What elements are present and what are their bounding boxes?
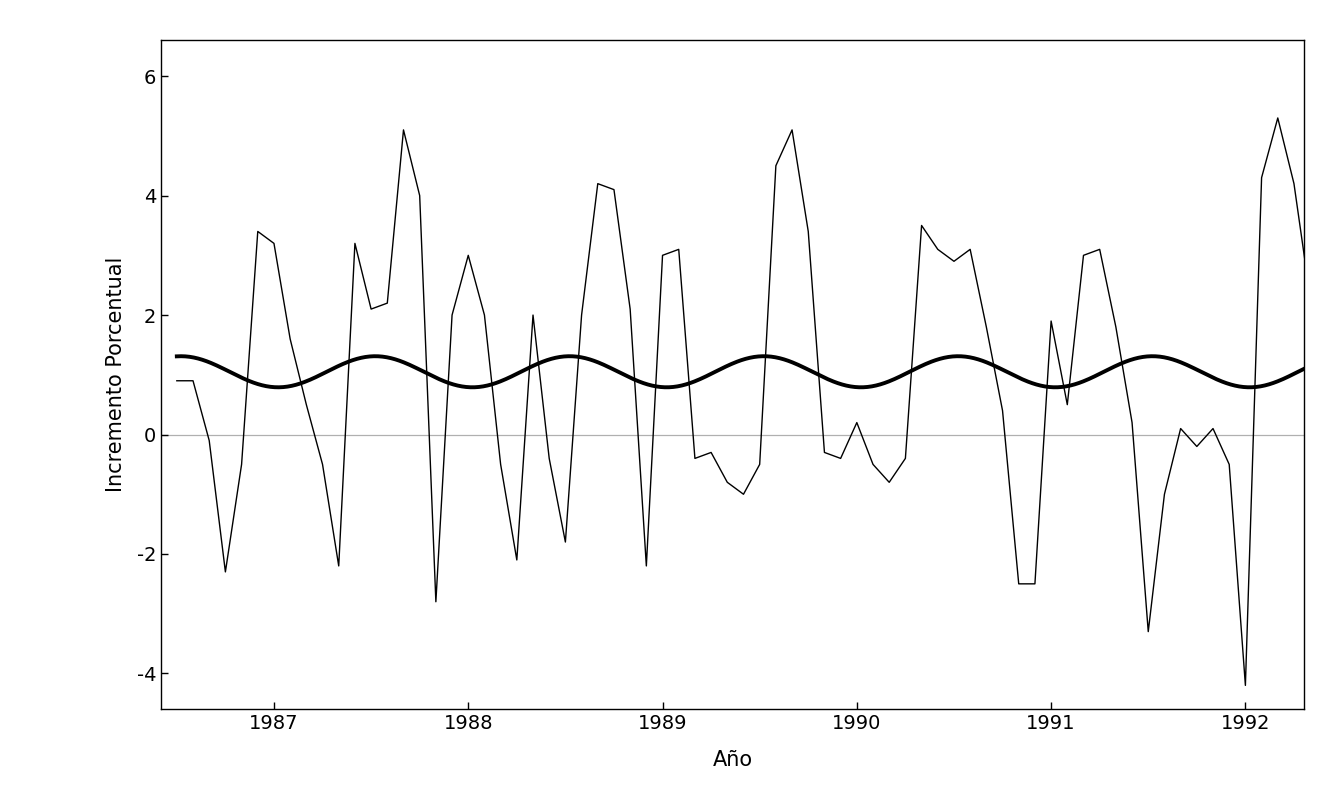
Y-axis label: Incremento Porcentual: Incremento Porcentual [106,257,126,492]
X-axis label: Año: Año [712,750,753,770]
